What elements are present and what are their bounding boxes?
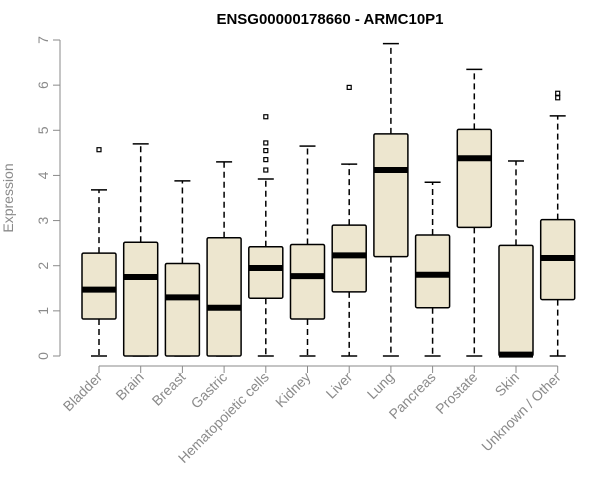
y-tick-label: 4	[35, 171, 51, 179]
iqr-box	[164, 262, 201, 357]
x-tick-label: Bladder	[60, 369, 106, 415]
box-group-liver	[331, 84, 367, 357]
outlier-point	[263, 148, 269, 154]
y-tick-label: 2	[35, 262, 51, 270]
outlier-point	[263, 167, 269, 173]
y-axis-label: Expression	[0, 163, 16, 232]
iqr-box	[81, 252, 117, 320]
y-tick-label: 3	[35, 216, 51, 224]
box-group-prostate	[456, 68, 493, 357]
x-tick-label: Lung	[364, 369, 397, 402]
y-tick-label: 1	[35, 307, 51, 315]
iqr-box	[122, 241, 159, 357]
x-tick-label: Liver	[323, 369, 356, 402]
iqr-box	[289, 243, 326, 320]
box-group-bladder	[81, 147, 117, 357]
iqr-box	[206, 236, 242, 357]
x-tick-label: Brain	[112, 369, 146, 403]
x-tick-label: Kidney	[272, 369, 314, 411]
x-tick-label: Breast	[149, 369, 189, 409]
plot-area	[81, 42, 576, 358]
iqr-box	[456, 128, 493, 229]
box-group-breast	[164, 180, 201, 357]
x-tick-label: Skin	[492, 369, 523, 400]
box-group-kidney	[289, 145, 326, 357]
iqr-box	[498, 244, 534, 357]
box-group-gastric	[206, 161, 242, 357]
outlier-point	[263, 114, 269, 120]
y-tick-label: 6	[35, 81, 51, 89]
x-tick-label: Unknown / Other	[478, 369, 564, 455]
iqr-box	[248, 246, 284, 299]
box-group-hematopoietic-cells	[248, 114, 284, 357]
x-tick-label: Prostate	[432, 369, 480, 417]
outlier-point	[263, 157, 269, 163]
outlier-point	[346, 84, 352, 91]
outlier-point	[263, 140, 269, 146]
y-tick-label: 7	[35, 36, 51, 44]
outlier-point	[555, 90, 561, 96]
iqr-box	[373, 133, 409, 258]
box-group-pancreas	[414, 181, 451, 357]
outlier-point	[555, 95, 561, 101]
y-tick-label: 0	[35, 352, 51, 360]
iqr-box	[331, 224, 367, 293]
box-group-brain	[122, 143, 159, 357]
y-tick-label: 5	[35, 126, 51, 134]
box-group-unknown-other	[539, 90, 576, 357]
chart-title: ENSG00000178660 - ARMC10P1	[216, 11, 443, 28]
outlier-point	[96, 147, 102, 153]
y-axis: 0 1 2 3 4 5 6 7	[35, 36, 61, 360]
iqr-box	[414, 234, 451, 309]
box-group-skin	[498, 160, 534, 358]
box-group-lung	[373, 42, 409, 357]
